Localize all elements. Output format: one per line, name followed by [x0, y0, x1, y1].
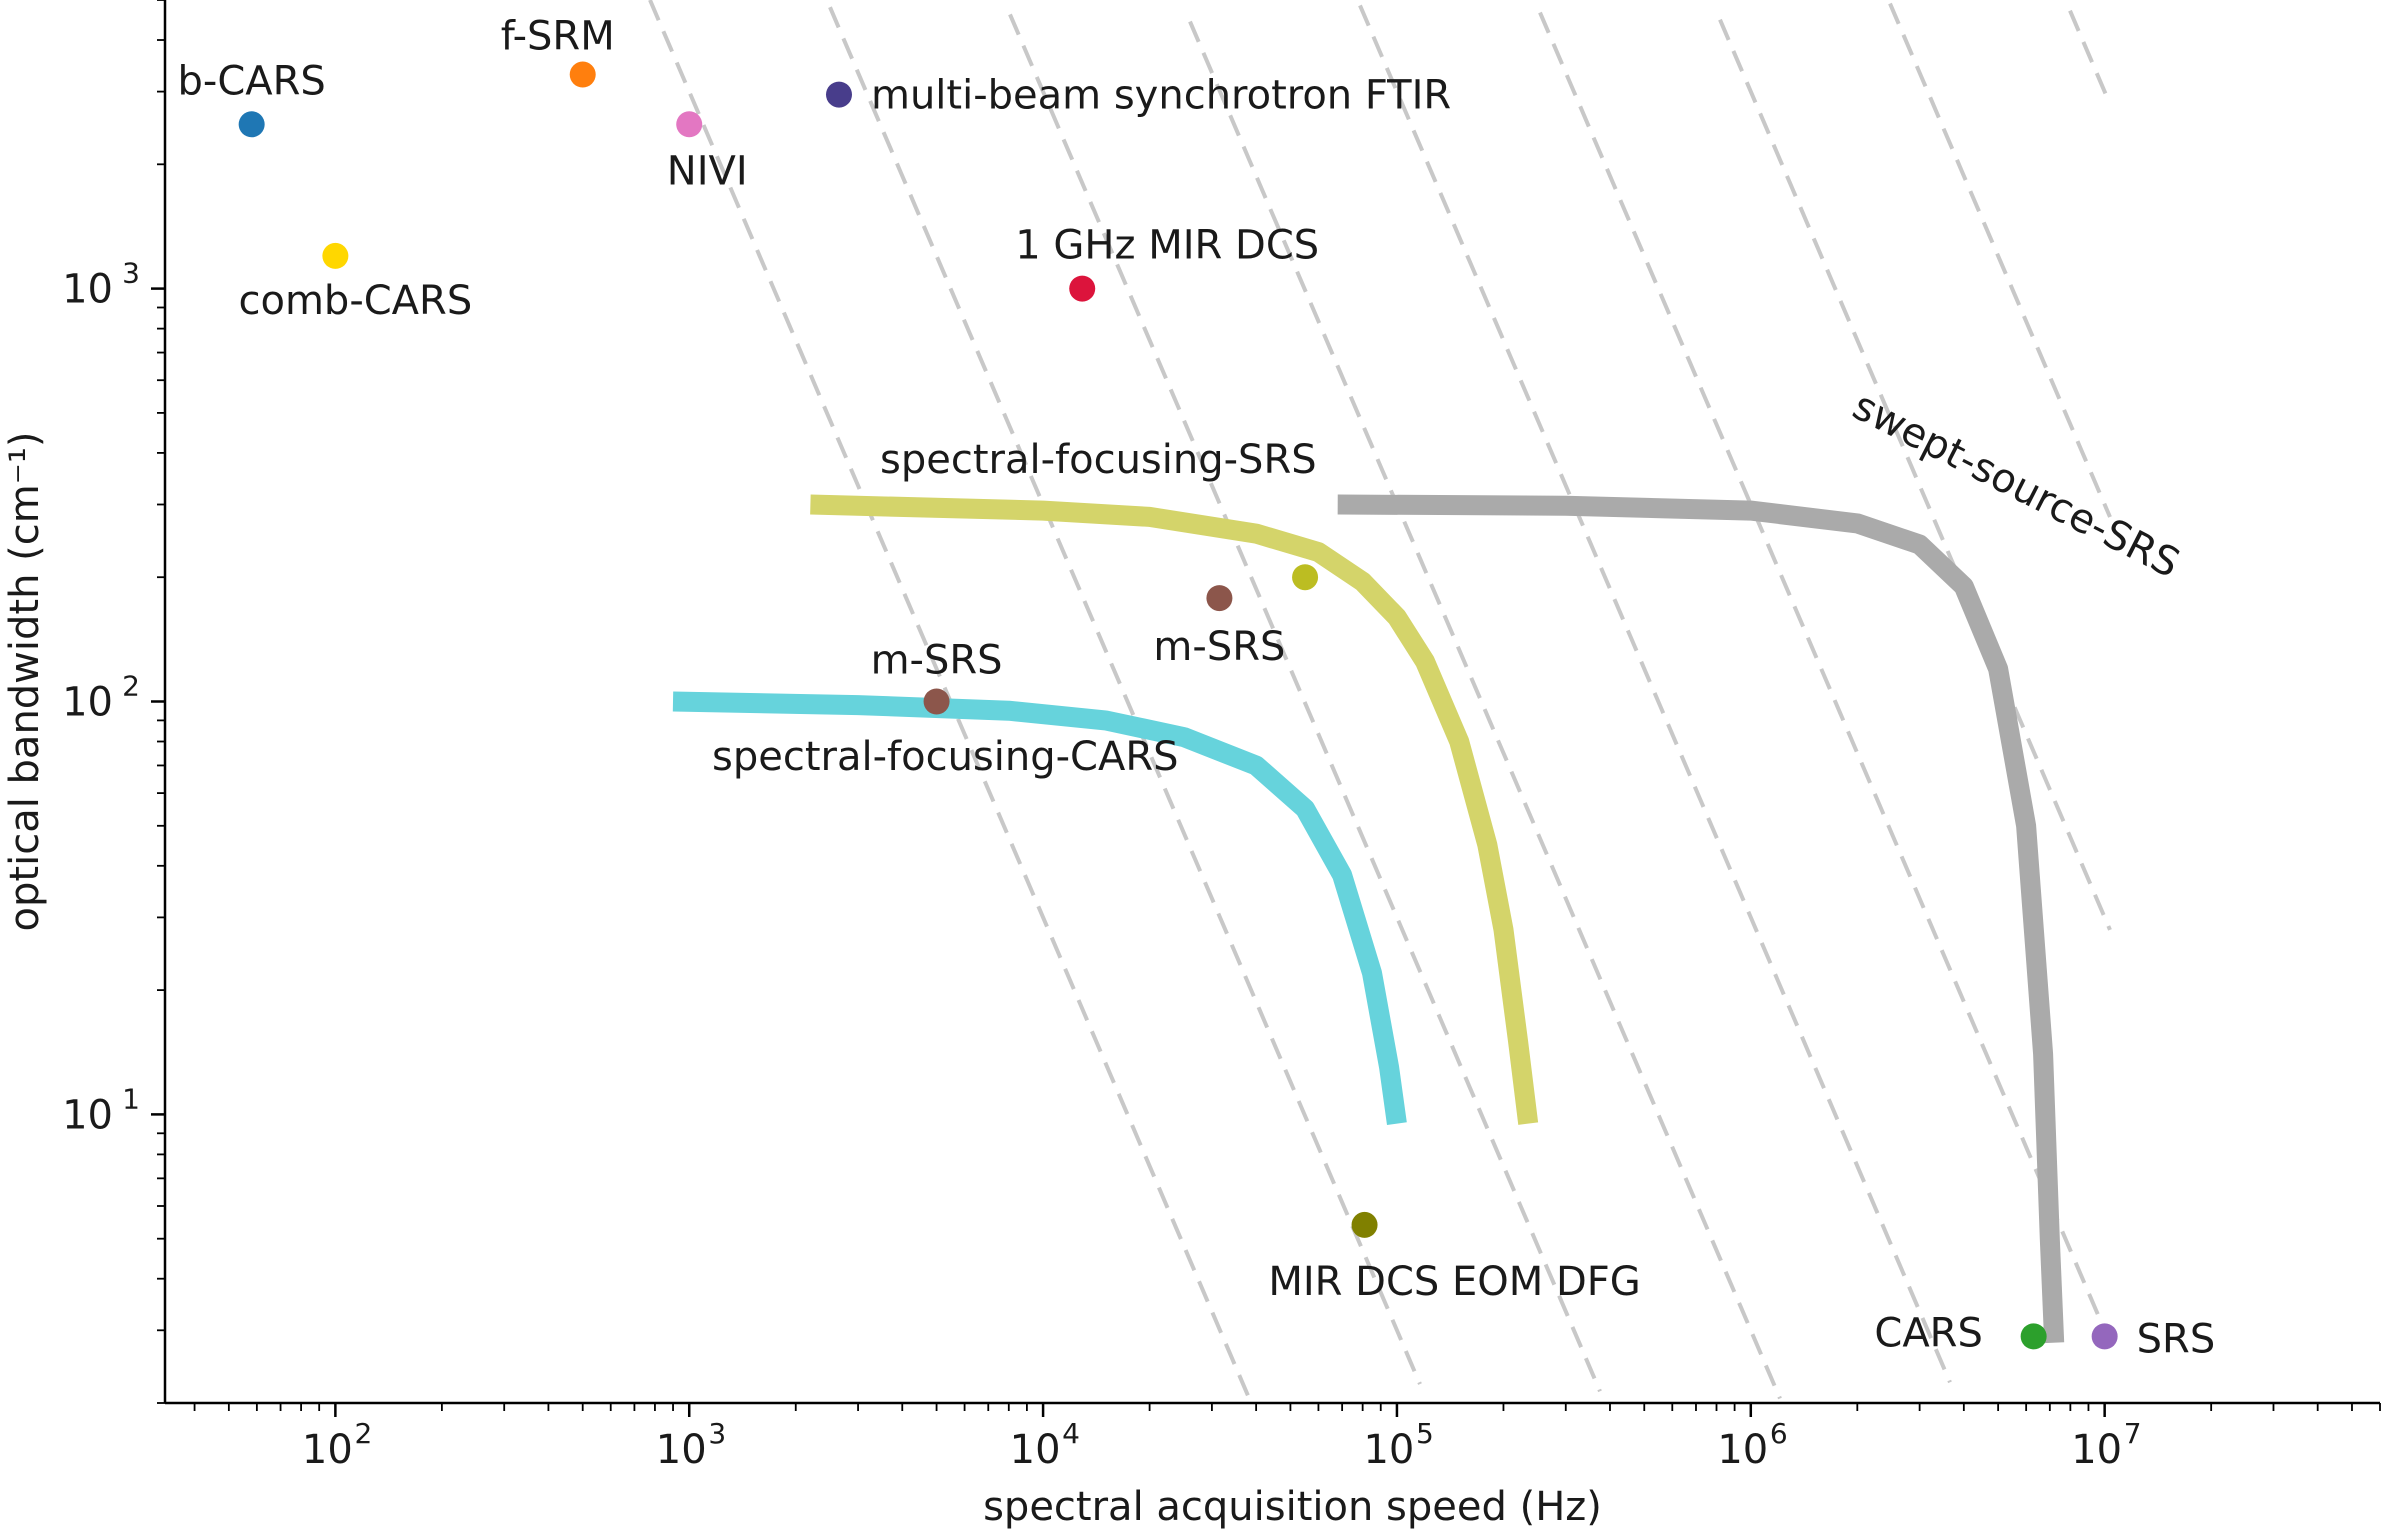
technique-points: [238, 61, 2118, 1350]
x-tick-exponent: 4: [1062, 1417, 1080, 1450]
iso-throughput-line: [2068, 9, 2112, 105]
point-label: b-CARS: [178, 58, 326, 104]
y-tick-label: 10: [62, 680, 113, 726]
technique-curves: [672, 494, 2065, 1344]
x-axis-ticks: 10 2 10 3 10 4 10 5 10 6 10 7: [193, 1403, 2381, 1473]
data-labels: b-CARS f-SRM NIVI multi-beam synchrotron FT…: [178, 14, 2216, 1363]
iso-throughput-line: [828, 6, 1422, 1385]
point-label: m-SRS: [871, 638, 1003, 684]
point-mir-dcs-eom-dfg: [1351, 1211, 1378, 1238]
x-tick-label: 10: [1363, 1427, 1414, 1473]
x-tick-label: 10: [1717, 1427, 1768, 1473]
x-tick-exponent: 3: [708, 1417, 726, 1450]
point-nivi: [676, 111, 703, 138]
curve-label-spectral-focusing-CARS: spectral-focusing-CARS: [712, 734, 1179, 780]
curve-spectral-focusing-CARS: [672, 691, 1407, 1125]
curve-label-spectral-focusing-SRS: spectral-focusing-SRS: [880, 437, 1317, 483]
iso-throughput-line: [1008, 13, 1602, 1393]
curve-swept-source-SRS: [1337, 494, 2065, 1344]
iso-throughput-line: [1188, 20, 1782, 1400]
point-f-srm: [569, 61, 596, 88]
point-label: f-SRM: [501, 14, 615, 60]
point-label: multi-beam synchrotron FTIR: [871, 73, 1451, 119]
curve-label-swept-source-SRS: swept-source-SRS: [1845, 383, 2186, 587]
point-unlabeled-7: [1292, 564, 1319, 591]
y-axis-ticks: 10 1 10 2 10 3: [62, 0, 165, 1404]
point-label: CARS: [1874, 1310, 1982, 1356]
point-multi-beam-synchrotron-ftir: [825, 81, 852, 108]
point-label: MIR DCS EOM DFG: [1268, 1259, 1640, 1305]
x-tick-label: 10: [1010, 1427, 1061, 1473]
y-tick-exponent: 2: [122, 670, 140, 703]
x-tick-exponent: 2: [354, 1417, 372, 1450]
x-tick-exponent: 6: [1770, 1417, 1788, 1450]
point-srs: [2091, 1323, 2118, 1350]
x-tick-label: 10: [302, 1427, 353, 1473]
curve-spectral-focusing-SRS: [810, 494, 1539, 1125]
point-comb-cars: [322, 242, 349, 269]
x-axis-label: spectral acquisition speed (Hz): [983, 1484, 1602, 1530]
y-tick-label: 10: [62, 1092, 113, 1138]
x-tick-label: 10: [2071, 1427, 2122, 1473]
x-tick-exponent: 5: [1416, 1417, 1434, 1450]
point-m-srs: [923, 688, 950, 715]
iso-throughput-line: [1538, 11, 2112, 1344]
point-label: SRS: [2137, 1316, 2216, 1362]
x-tick-exponent: 7: [2124, 1417, 2142, 1450]
iso-throughput-line: [1888, 2, 2112, 518]
iso-throughput-line: [1718, 18, 2112, 931]
point-label: NIVI: [667, 148, 748, 194]
point-label: 1 GHz MIR DCS: [1015, 223, 1319, 269]
point-m-srs: [1206, 585, 1233, 612]
y-tick-exponent: 3: [122, 257, 140, 290]
point-b-cars: [238, 111, 265, 138]
point-label: comb-CARS: [239, 278, 473, 324]
point-1-ghz-mir-dcs: [1069, 275, 1096, 302]
iso-throughput-line: [1358, 4, 1952, 1384]
x-tick-label: 10: [656, 1427, 707, 1473]
y-tick-exponent: 1: [122, 1082, 140, 1115]
y-axis-label: optical bandwidth (cm⁻¹): [2, 432, 48, 932]
y-tick-label: 10: [62, 267, 113, 313]
point-label: m-SRS: [1153, 624, 1285, 670]
point-cars: [2020, 1323, 2047, 1350]
iso-throughput-lines: [648, 0, 2112, 1402]
